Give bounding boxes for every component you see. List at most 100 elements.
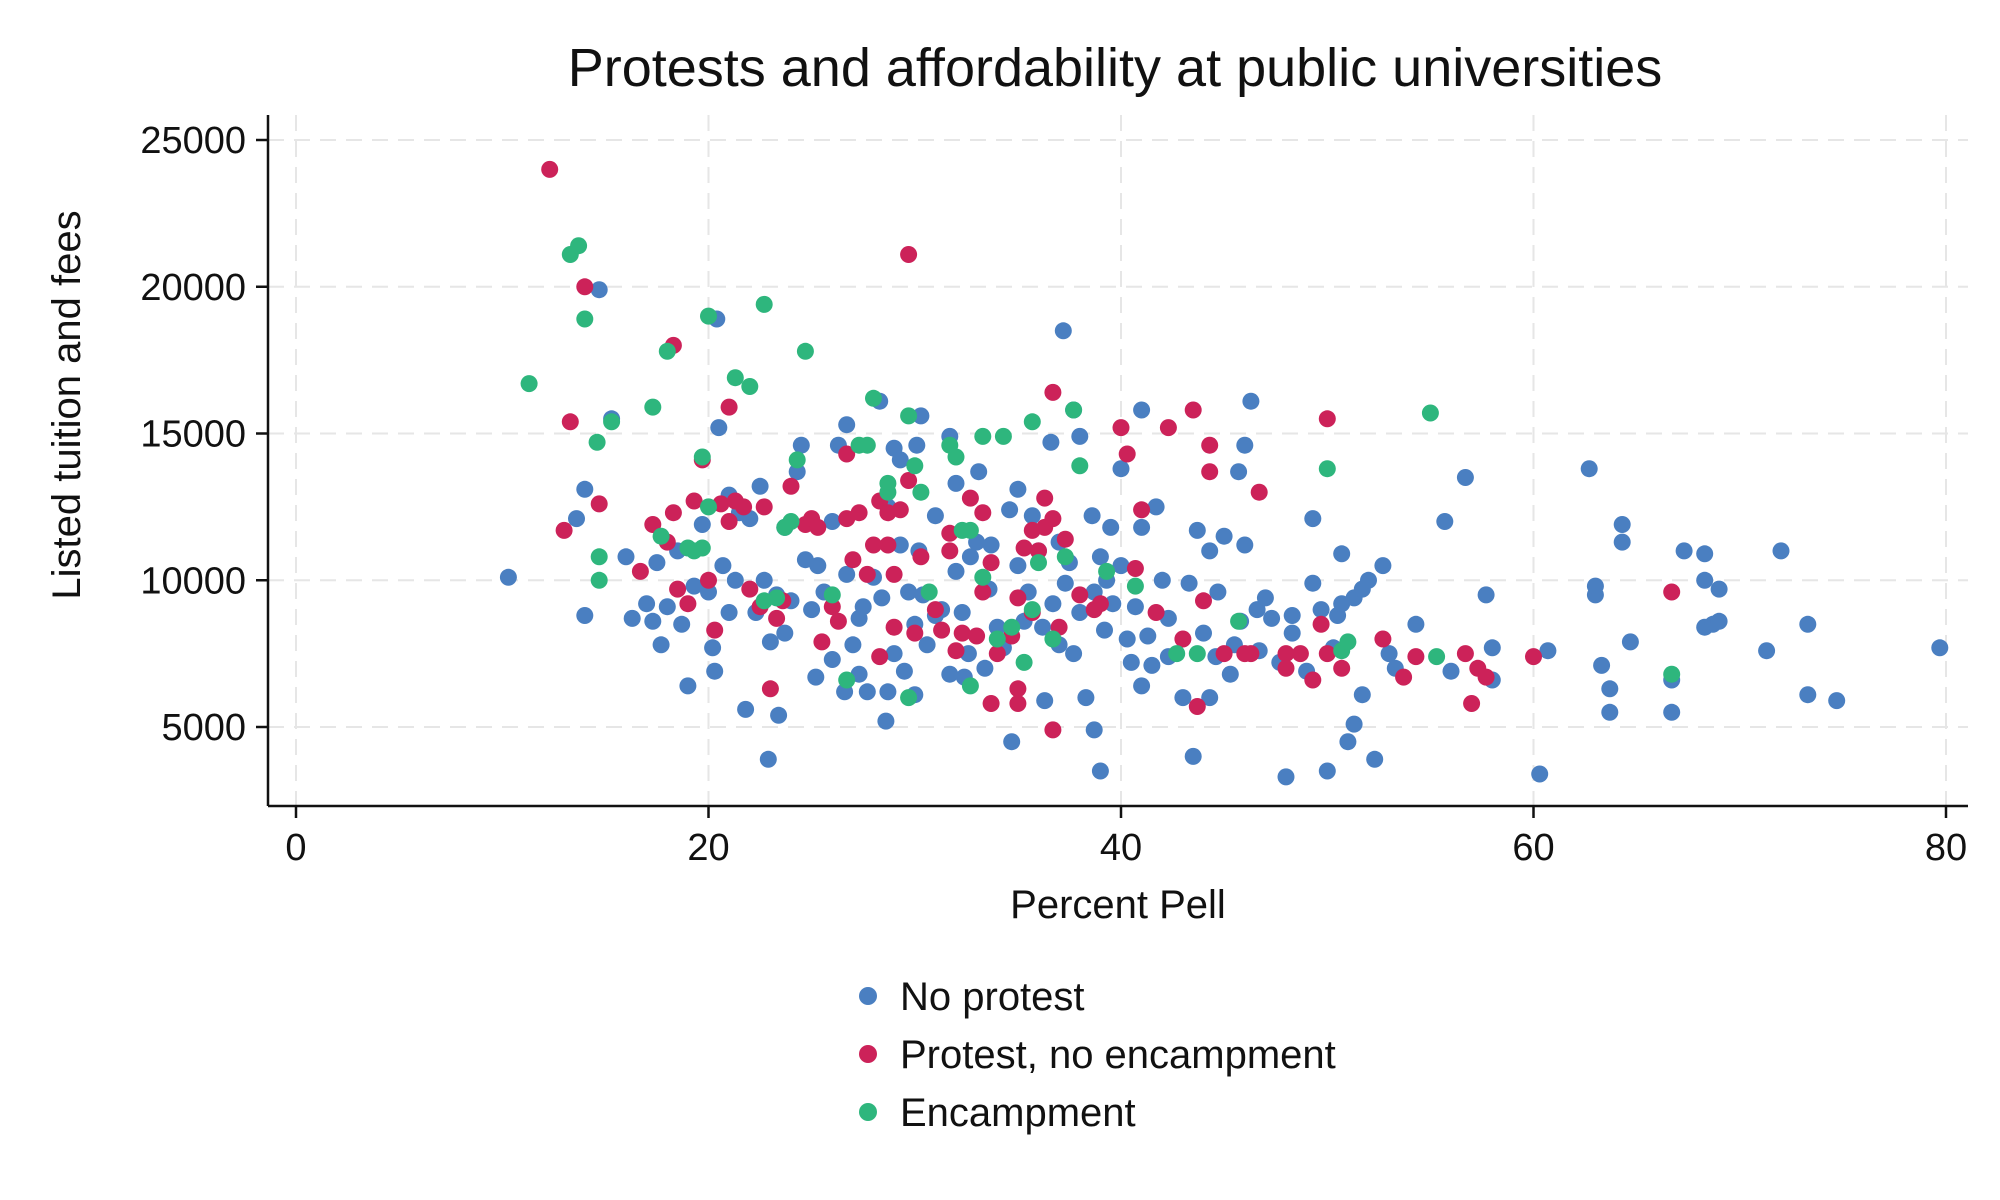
data-point [726,369,744,387]
legend-label: Encampment [900,1091,1136,1135]
data-point [1126,598,1144,616]
data-point [1395,668,1413,686]
data-point [858,436,876,454]
data-point [770,706,788,724]
data-point [1593,656,1611,674]
legend-item: No protest [859,975,1085,1019]
data-point [1236,436,1254,454]
data-point [679,677,697,695]
data-point [823,513,841,530]
data-point [912,548,930,566]
data-point [982,536,1000,554]
data-point [1098,562,1116,580]
data-point [1304,671,1322,689]
data-points [499,160,1949,786]
data-point [1407,615,1425,633]
data-point [1147,498,1165,516]
data-point [988,618,1006,636]
grid-lines [268,115,1968,806]
data-point [1256,589,1274,607]
data-point [685,492,703,510]
data-point [1456,469,1474,486]
axes [266,115,1968,808]
data-point [714,557,732,575]
data-point [1096,621,1113,639]
data-point [1112,460,1130,478]
data-point [908,436,926,454]
data-point [823,598,841,616]
data-point [1034,618,1052,636]
data-point [1339,633,1357,651]
data-point [1710,612,1728,630]
data-point [782,513,800,530]
legend-item: Encampment [859,1091,1136,1135]
data-point [823,651,841,668]
data-point [555,521,573,539]
data-point [873,589,891,607]
data-point [1030,542,1047,560]
data-point [1174,689,1192,707]
data-point [617,548,635,566]
data-point [1184,747,1202,765]
data-point [1195,592,1212,610]
data-point [1126,577,1144,595]
data-point [576,310,594,328]
data-point [685,577,703,595]
data-point [858,565,876,583]
data-point [918,636,936,654]
data-point [1456,645,1474,663]
data-point [1242,392,1260,410]
data-point [788,463,806,481]
data-point [1799,686,1817,704]
data-point [1091,762,1109,780]
data-point [576,278,594,296]
data-point [669,580,687,598]
data-point [1663,665,1681,683]
data-point [900,583,918,601]
data-point [1003,733,1021,751]
data-point [953,604,971,621]
data-point [700,571,717,589]
data-point [631,562,649,580]
data-point [710,419,728,437]
data-point [1312,615,1330,633]
data-point [1236,536,1254,554]
data-point [1056,530,1074,548]
data-point [974,583,992,601]
data-point [1463,695,1481,712]
data-point [912,483,930,501]
data-point [1312,601,1330,619]
data-point [1374,557,1392,575]
data-point [1318,460,1336,478]
x-tick-label: 40 [1100,827,1142,869]
data-point [706,662,724,680]
data-point [1407,648,1425,666]
data-point [1277,659,1295,677]
data-point [1188,698,1206,715]
data-point [1174,630,1192,648]
data-point [976,659,994,677]
data-point [768,589,786,607]
data-point [844,636,862,654]
data-point [590,548,608,566]
data-point [541,160,559,178]
data-point [912,407,930,425]
data-point [1112,419,1130,437]
data-point [1477,586,1495,604]
data-point [1102,518,1120,536]
data-point [1009,480,1027,498]
data-point [588,433,606,451]
data-point [926,507,944,525]
data-point [885,645,903,663]
data-point [1036,489,1054,507]
data-point [1065,401,1083,419]
data-point [1044,595,1062,613]
data-point [988,630,1006,648]
data-point [885,565,903,583]
x-tick-label: 80 [1925,827,1967,869]
data-point [1477,668,1495,686]
data-point [829,612,847,630]
data-point [603,413,621,431]
x-axis-ticks: 0 20 40 60 80 [285,806,1967,869]
data-point [741,580,759,598]
